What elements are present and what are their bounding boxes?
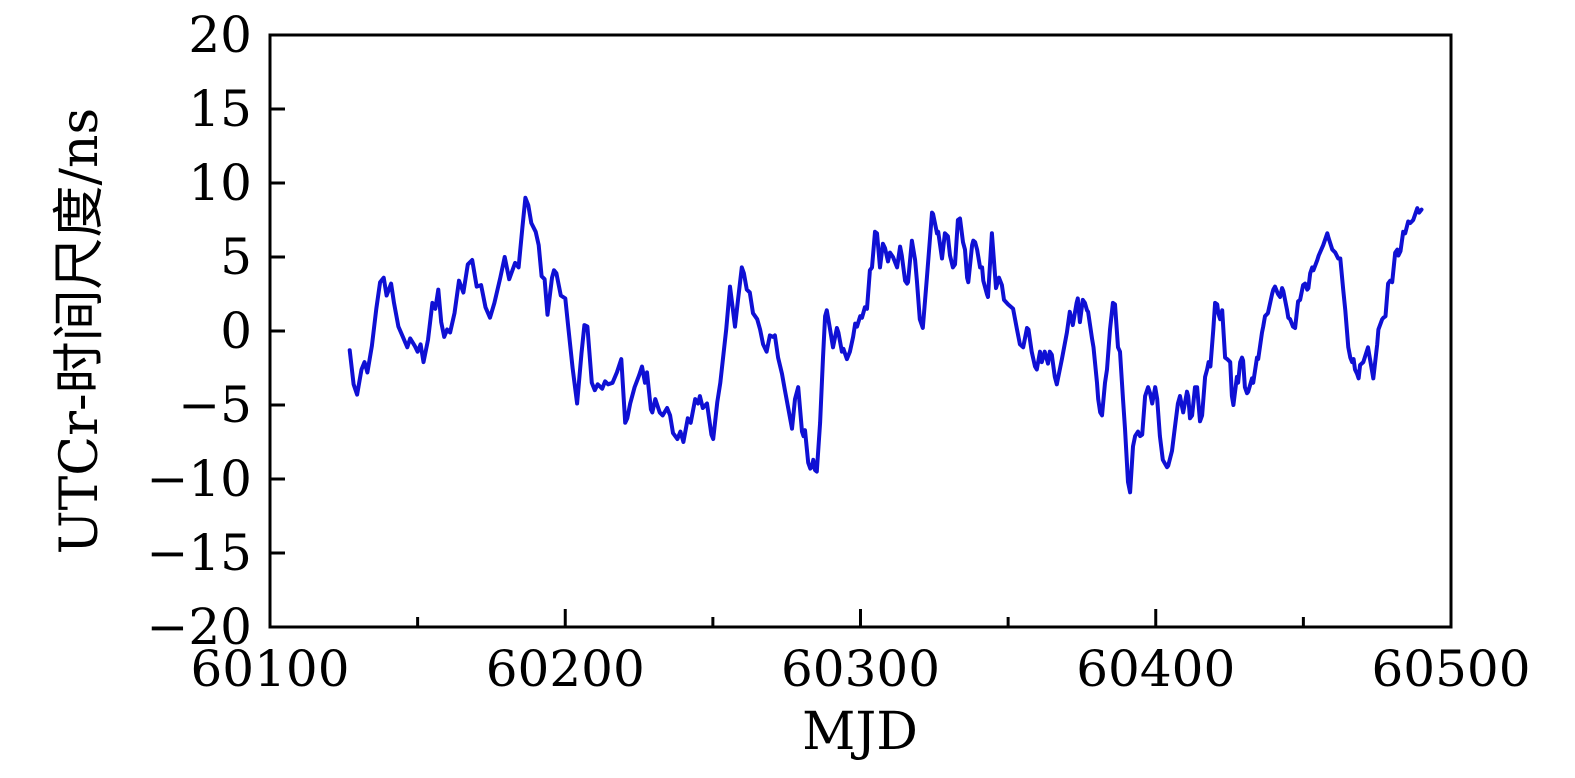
x-tick-label: 60100: [190, 640, 350, 698]
y-tick-label: 20: [188, 6, 252, 64]
y-tick-label: 15: [188, 80, 252, 138]
y-tick-label: 0: [220, 302, 252, 360]
x-tick-label: 60300: [780, 640, 941, 698]
y-axis-label: UTCr-时间尺度/ns: [50, 107, 110, 555]
plot-frame: [268, 33, 1453, 629]
y-tick-label: −10: [146, 450, 252, 508]
y-tick-label: −20: [146, 598, 252, 656]
utcr-time-scale-line: [347, 195, 1424, 495]
x-tick-label: 60400: [1076, 640, 1236, 698]
x-axis-label: MJD: [802, 702, 918, 762]
y-tick-label: 5: [220, 228, 252, 286]
x-tick-label: 60500: [1371, 640, 1531, 698]
y-tick-label: 10: [188, 154, 252, 212]
y-tick-label: −5: [178, 376, 252, 434]
x-tick-label: 60200: [485, 640, 645, 698]
y-tick-label: −15: [146, 524, 252, 582]
